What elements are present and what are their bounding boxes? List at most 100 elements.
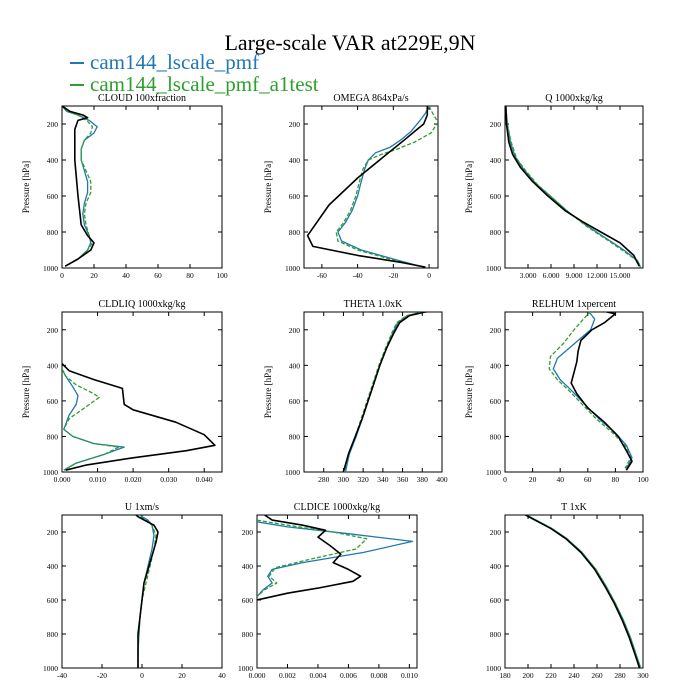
- y-tick-label: 1000: [285, 468, 300, 477]
- y-axis-label: Pressure [hPa]: [263, 366, 273, 418]
- x-tick-label: 20: [529, 475, 537, 484]
- y-tick-label: 800: [289, 228, 301, 237]
- panel-frame: [303, 105, 439, 269]
- x-tick-label: 0.010: [89, 475, 106, 484]
- panel-8: CLDICE 1000xkg/kg 0.000 0.002 0.004 0.006 0.0…: [238, 502, 418, 680]
- panel-frame: [61, 311, 223, 473]
- y-tick-label: 1000: [238, 664, 253, 673]
- x-tick-label: 100: [637, 475, 649, 484]
- x-tick-label: 0: [140, 671, 144, 680]
- x-tick-label: 60: [154, 271, 162, 280]
- panel-frame: [303, 311, 443, 473]
- y-tick-label: 200: [47, 528, 59, 537]
- y-tick-label: 600: [289, 192, 301, 201]
- x-tick-label: 40: [122, 271, 130, 280]
- series-line-2: [548, 312, 632, 469]
- x-tick-label: 80: [186, 271, 194, 280]
- series-line-2: [343, 312, 429, 472]
- panel-frame: [504, 311, 644, 473]
- y-tick-label: 200: [47, 120, 59, 129]
- y-tick-label: 800: [47, 228, 59, 237]
- panel-6: RELHUM 1xpercent 0 20 40 60 80 100 200 400 600 800…: [464, 299, 649, 484]
- y-tick-label: 1000: [43, 264, 58, 273]
- series-line-3: [134, 515, 159, 668]
- y-tick-label: 1000: [486, 264, 501, 273]
- x-tick-label: -40: [57, 671, 67, 680]
- x-tick-label: 220: [545, 671, 557, 680]
- legend-label-1: cam144_lscale_pmf: [90, 50, 260, 74]
- x-tick-label: 340: [377, 475, 389, 484]
- series-line-1: [525, 515, 642, 668]
- panel-5: THETA 1.0xK 280 300 320 340 360 380 400 200 400 60…: [263, 299, 448, 484]
- panel-title: CLDICE 1000xkg/kg: [294, 502, 380, 513]
- y-tick-label: 1000: [285, 264, 300, 273]
- y-tick-label: 400: [242, 562, 254, 571]
- series-line-1: [257, 521, 414, 598]
- x-tick-label: 6.000: [543, 271, 560, 280]
- y-axis-label: Pressure [hPa]: [21, 366, 31, 418]
- y-tick-label: 1000: [43, 468, 58, 477]
- y-tick-label: 600: [242, 596, 254, 605]
- y-tick-label: 400: [47, 361, 59, 370]
- y-tick-label: 200: [490, 528, 502, 537]
- figure-title: Large-scale VAR at229E,9N: [224, 30, 476, 55]
- x-tick-label: 260: [591, 671, 603, 680]
- y-tick-label: 200: [47, 326, 59, 335]
- x-tick-label: 240: [568, 671, 580, 680]
- series-line-3: [62, 363, 216, 471]
- panel-4: CLDLIQ 1000xkg/kg 0.000 0.010 0.020 0.030 0.0…: [21, 299, 223, 484]
- x-tick-label: -40: [353, 271, 363, 280]
- y-axis-label: Pressure [hPa]: [464, 161, 474, 213]
- panel-frame: [504, 514, 644, 669]
- panel-frame: [256, 514, 418, 669]
- panel-title: CLOUD 100xfraction: [98, 93, 186, 104]
- x-tick-label: 0.006: [340, 671, 357, 680]
- panel-1: CLOUD 100xfraction 0 20 40 60 80 100 200 400 600 8…: [21, 93, 228, 280]
- x-tick-label: 280: [614, 671, 626, 680]
- x-tick-label: 400: [436, 475, 448, 484]
- y-tick-label: 400: [289, 156, 301, 165]
- panel-3: Q 1000xkg/kg 3.000 6.000 9.000 12.000 15.000 2…: [464, 93, 644, 280]
- x-tick-label: 0.030: [160, 475, 177, 484]
- y-tick-label: 400: [490, 156, 502, 165]
- series-line-3: [570, 312, 633, 471]
- x-tick-label: 0: [503, 475, 507, 484]
- panel-title: RELHUM 1xpercent: [532, 299, 616, 310]
- y-tick-label: 200: [490, 326, 502, 335]
- y-tick-label: 800: [47, 630, 59, 639]
- x-tick-label: 0: [427, 271, 431, 280]
- series-line-1: [62, 106, 98, 267]
- x-tick-label: 60: [584, 475, 592, 484]
- panel-9: T 1xK 180 200 220 240 260 280 300 200 400 600 800 10…: [486, 502, 649, 680]
- y-tick-label: 800: [490, 630, 502, 639]
- panel-7: U 1xm/s -40 -20 0 20 40 200 400 600 800 1000: [43, 502, 226, 680]
- y-tick-label: 1000: [486, 468, 501, 477]
- x-tick-label: 20: [90, 271, 98, 280]
- legend-swatch-1: [70, 62, 84, 64]
- y-tick-label: 200: [242, 528, 254, 537]
- panel-frame: [504, 105, 644, 269]
- x-tick-label: 0.020: [125, 475, 142, 484]
- x-tick-label: 100: [216, 271, 228, 280]
- x-tick-label: 200: [522, 671, 534, 680]
- series-line-1: [137, 515, 155, 668]
- x-tick-label: 40: [556, 475, 564, 484]
- y-tick-label: 800: [490, 432, 502, 441]
- series-line-1: [337, 106, 430, 267]
- series-line-3: [257, 515, 362, 601]
- panel-title: Q 1000xkg/kg: [545, 93, 603, 104]
- panel-frame: [61, 105, 223, 269]
- x-tick-label: 0.000: [54, 475, 71, 484]
- legend-label-2: cam144_lscale_pmf_a1test: [90, 72, 319, 96]
- panel-frame: [61, 514, 223, 669]
- panel-title: CLDLIQ 1000xkg/kg: [99, 299, 186, 310]
- series-line-2: [335, 106, 438, 267]
- x-tick-label: 20: [178, 671, 186, 680]
- series-line-3: [62, 106, 95, 267]
- series-line-2: [62, 368, 120, 471]
- series-line-3: [505, 106, 640, 267]
- panel-title: OMEGA 864xPa/s: [333, 93, 408, 104]
- x-tick-label: 380: [417, 475, 429, 484]
- x-tick-label: 300: [637, 671, 649, 680]
